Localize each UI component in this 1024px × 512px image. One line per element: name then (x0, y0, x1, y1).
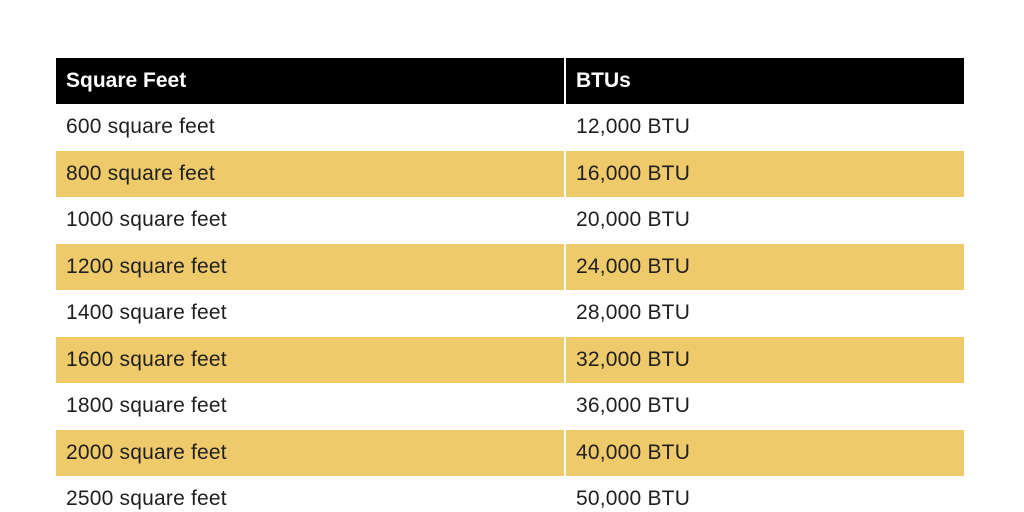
cell-square-feet: 1200 square feet (56, 243, 566, 290)
cell-btu: 28,000 BTU (576, 301, 691, 325)
cell-square-feet: 1400 square feet (56, 290, 566, 337)
cell-square-feet: 1800 square feet (56, 383, 566, 430)
header-row: Square Feet BTUs (56, 58, 964, 104)
cell-square-feet: 2000 square feet (56, 429, 566, 476)
table-row: 1000 square feet 20,000 BTU (56, 197, 964, 244)
cell-square-feet: 600 square feet (56, 104, 566, 151)
cell-square-feet: 2500 square feet (56, 476, 566, 512)
cell-btu: 16,000 BTU (565, 150, 964, 197)
cell-btu: 12,000 BTU (576, 115, 691, 139)
cell-btu: 36,000 BTU (576, 394, 691, 418)
table-row: 800 square feet 16,000 BTU (56, 150, 964, 197)
table-row: 2500 square feet 50,000 BTU (56, 476, 964, 512)
cell-btu: 32,000 BTU (565, 336, 964, 383)
header-square-feet: Square Feet (56, 58, 566, 104)
table-body: 600 square feet 12,000 BTU 800 square fe… (56, 104, 964, 512)
table-header: Square Feet BTUs (56, 58, 964, 104)
cell-btu: 40,000 BTU (565, 429, 964, 476)
cell-square-feet: 1600 square feet (56, 336, 566, 383)
cell-square-feet: 800 square feet (56, 150, 566, 197)
table-row: 1600 square feet 32,000 BTU (56, 336, 964, 383)
table-row: 1200 square feet 24,000 BTU (56, 243, 964, 290)
table-row: 600 square feet 12,000 BTU (56, 104, 964, 151)
cell-btu: 50,000 BTU (576, 487, 691, 511)
table-row: 2000 square feet 40,000 BTU (56, 429, 964, 476)
table-row: 1400 square feet 28,000 BTU (56, 290, 964, 337)
cell-btu: 20,000 BTU (576, 208, 691, 232)
btu-table: Square Feet BTUs 600 square feet 12,000 … (56, 58, 964, 512)
cell-square-feet: 1000 square feet (56, 197, 566, 244)
cell-btu: 24,000 BTU (565, 243, 964, 290)
table-row: 1800 square feet 36,000 BTU (56, 383, 964, 430)
header-btus: BTUs (565, 58, 964, 104)
